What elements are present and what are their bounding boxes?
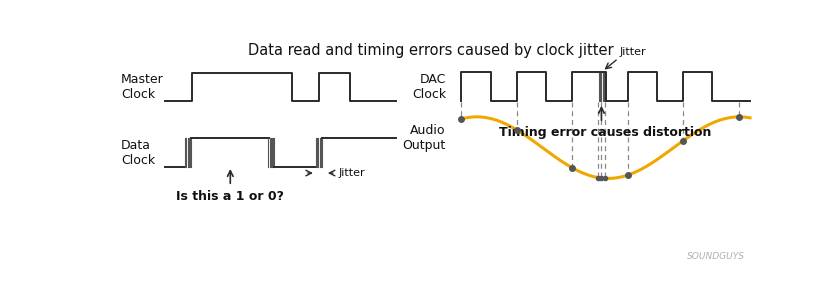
- Text: Audio
Output: Audio Output: [402, 124, 446, 152]
- Text: SOUNDGUYS: SOUNDGUYS: [686, 252, 745, 261]
- Text: Jitter: Jitter: [339, 168, 365, 178]
- Text: Timing error causes distortion: Timing error causes distortion: [499, 126, 711, 139]
- Text: Jitter: Jitter: [620, 47, 647, 57]
- Text: Data read and timing errors caused by clock jitter: Data read and timing errors caused by cl…: [248, 43, 613, 58]
- Text: Is this a 1 or 0?: Is this a 1 or 0?: [176, 190, 284, 203]
- Text: Master
Clock: Master Clock: [121, 73, 164, 101]
- Text: DAC
Clock: DAC Clock: [412, 73, 446, 101]
- Text: Data
Clock: Data Clock: [121, 139, 155, 167]
